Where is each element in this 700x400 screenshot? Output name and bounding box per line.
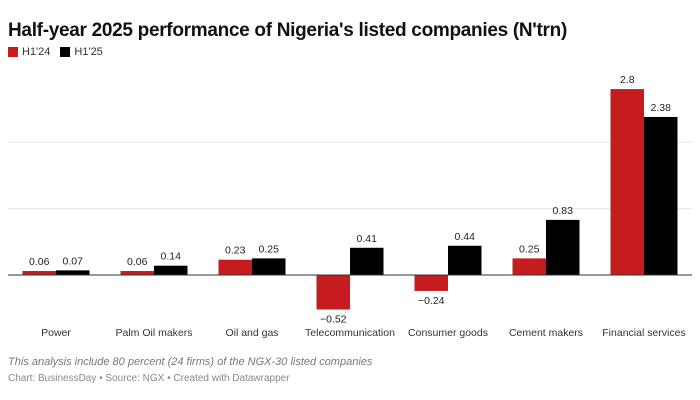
bar (414, 275, 448, 291)
chart-title: Half-year 2025 performance of Nigeria's … (8, 20, 567, 41)
data-label: 0.25 (519, 243, 540, 255)
data-label: 0.44 (455, 231, 476, 243)
data-label: 0.06 (127, 256, 148, 268)
bar (448, 245, 482, 275)
legend-label: H1'24 (22, 46, 51, 58)
x-tick-label: Cement makers (509, 327, 583, 339)
x-tick-label: Oil and gas (225, 327, 278, 339)
data-label: 0.23 (225, 245, 246, 257)
x-tick-label: Financial services (602, 327, 685, 339)
x-tick-label: Consumer goods (408, 327, 488, 339)
data-label: 2.8 (620, 74, 635, 86)
x-tick-label: Telecommunication (305, 327, 395, 339)
data-label: 0.07 (63, 255, 84, 267)
chart-credit: Chart: BusinessDay • Source: NGX • Creat… (8, 373, 290, 384)
legend-swatch (8, 47, 18, 57)
bar (154, 265, 188, 275)
bar (120, 271, 154, 275)
data-label: −0.52 (320, 314, 347, 326)
bar (350, 247, 384, 275)
data-label: 0.25 (259, 243, 280, 255)
data-label: −0.24 (418, 295, 445, 307)
legend-item-h1-24: H1'24 (8, 46, 50, 58)
data-label: 0.83 (553, 205, 574, 217)
legend-item-h1-25: H1'25 (60, 46, 103, 58)
bar (252, 258, 286, 275)
bar (512, 258, 546, 275)
legend-swatch (60, 47, 71, 57)
bar (22, 271, 56, 275)
data-label: 0.06 (29, 256, 50, 268)
legend: H1'24 H1'25 (8, 46, 103, 58)
chart-notes: This analysis include 80 percent (24 fir… (8, 356, 373, 368)
data-label: 0.41 (357, 233, 378, 245)
x-tick-label: Power (41, 327, 71, 339)
bar (644, 116, 678, 275)
x-tick-label: Palm Oil makers (115, 327, 192, 339)
bar (546, 219, 580, 275)
legend-label: H1'25 (74, 46, 103, 58)
data-label: 2.38 (651, 102, 672, 114)
bar (610, 89, 644, 275)
bar (56, 270, 90, 275)
data-label: 0.14 (161, 251, 182, 263)
bar (218, 259, 252, 275)
bar (316, 275, 350, 310)
